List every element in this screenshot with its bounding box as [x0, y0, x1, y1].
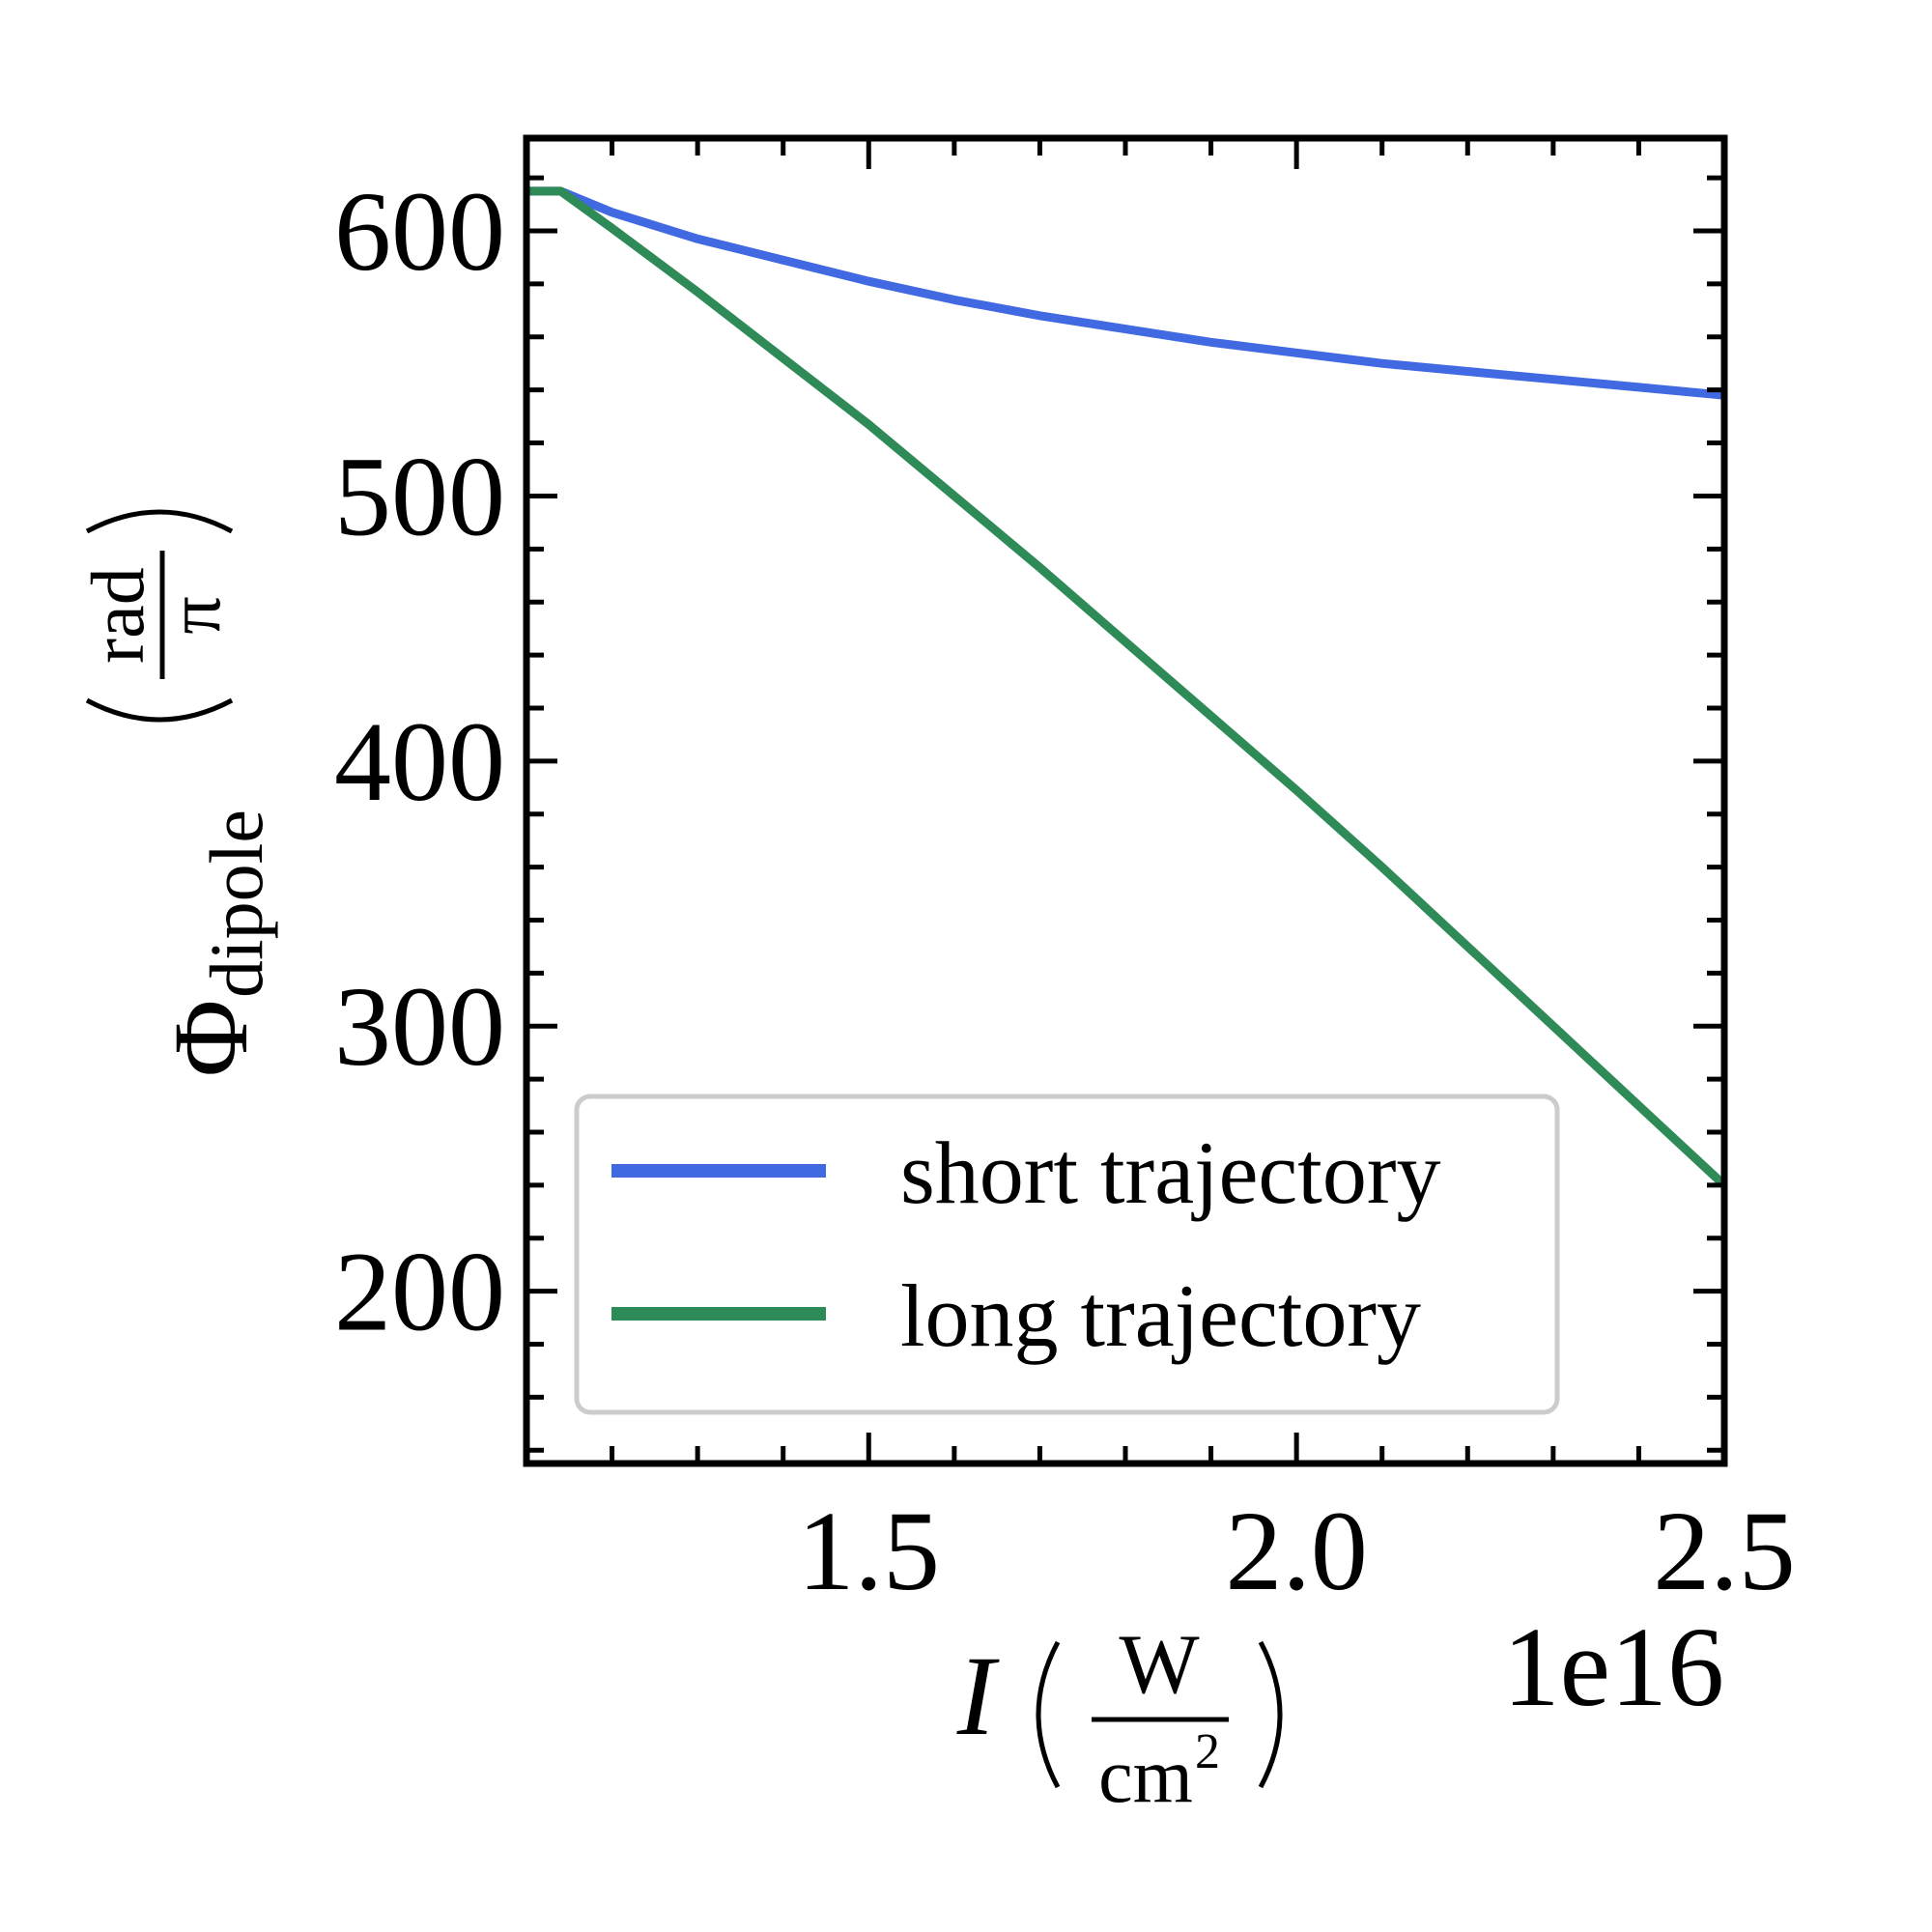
- x-axis-unit-numerator: W: [1119, 1618, 1199, 1712]
- x-axis-label: I W cm 2: [956, 1618, 1283, 1819]
- y-tick-label: 400: [334, 698, 505, 825]
- x-tick-label: 2.5: [1653, 1488, 1796, 1614]
- y-axis-symbol: Φ: [152, 1000, 270, 1077]
- y-axis-unit-numerator: rad: [75, 567, 159, 664]
- y-tick-label: 600: [334, 168, 505, 295]
- x-axis-unit-exponent: 2: [1195, 1724, 1220, 1779]
- x-axis-right-paren: [1258, 1640, 1283, 1789]
- series-line-short-trajectory: [526, 186, 1725, 400]
- y-axis-label: Φ dipole rad π: [75, 509, 278, 1077]
- x-axis-left-paren: [1036, 1640, 1061, 1789]
- y-tick-label: 300: [334, 963, 505, 1090]
- y-tick-label: 200: [334, 1229, 505, 1355]
- legend: short trajectory long trajectory: [574, 1094, 1560, 1415]
- plot-frame: [523, 134, 1728, 1467]
- y-axis-right-paren: [85, 509, 234, 534]
- legend-label-short-trajectory: short trajectory: [900, 1123, 1440, 1222]
- x-tick-label: 2.0: [1225, 1488, 1368, 1614]
- x-axis-offset-label: 1e16: [1503, 1604, 1724, 1730]
- y-tick-label: 500: [334, 433, 505, 559]
- y-axis-unit-denominator: π: [152, 596, 236, 634]
- x-tick-label: 1.5: [798, 1488, 941, 1614]
- x-axis-unit-denominator: cm: [1098, 1734, 1193, 1819]
- x-axis-symbol: I: [956, 1633, 1000, 1759]
- tick-labels: 1.5 2.0 2.5 200 300 400 500 600: [334, 168, 1796, 1614]
- legend-label-long-trajectory: long trajectory: [900, 1266, 1421, 1365]
- y-axis-subscript: dipole: [194, 810, 278, 998]
- y-axis-left-paren: [85, 697, 234, 723]
- series-line-long-trajectory: [526, 186, 1728, 1189]
- plot-lines: [526, 186, 1728, 1189]
